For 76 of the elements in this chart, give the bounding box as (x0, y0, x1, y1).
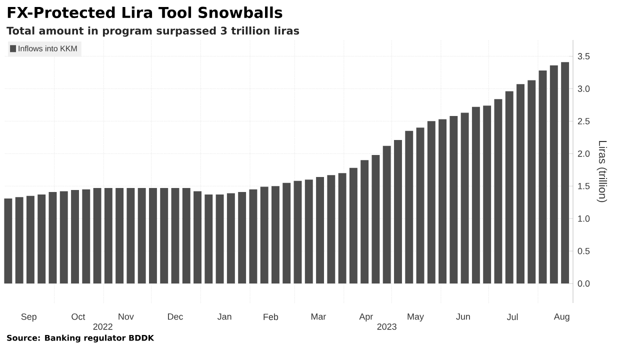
chart-subtitle: Total amount in program surpassed 3 trillion liras (6, 26, 300, 37)
y-tick-label: 0.0 (578, 280, 590, 287)
bar (472, 106, 480, 284)
bar (561, 62, 570, 284)
x-tick-label: Aug (554, 313, 570, 322)
bar (516, 84, 524, 284)
bar (216, 194, 224, 284)
bar (138, 188, 146, 284)
bar (82, 189, 90, 284)
bar (60, 191, 68, 284)
y-tick-label: 0.5 (578, 248, 590, 254)
x-tick-label: Jul (506, 313, 518, 320)
bar (450, 116, 458, 284)
bar (116, 188, 124, 284)
bar (460, 112, 469, 284)
x-tick-label: Apr (359, 313, 374, 322)
bar (126, 188, 135, 284)
bar (282, 182, 291, 284)
y-tick-label: 1.0 (578, 215, 590, 222)
bar (204, 194, 213, 284)
bar (171, 188, 180, 284)
x-tick-label: Jan (217, 313, 232, 320)
bar (327, 175, 336, 284)
y-tick-label: 3.5 (578, 53, 590, 60)
bar (226, 193, 235, 284)
x-tick-label: Sep (21, 313, 36, 322)
bar (272, 186, 280, 284)
bar (494, 99, 502, 284)
bar (182, 188, 190, 284)
bar (427, 121, 436, 284)
bar (394, 140, 402, 284)
x-tick-label: Nov (118, 313, 134, 320)
x-tick-label: Feb (264, 313, 278, 320)
bar (48, 192, 57, 284)
y-tick-label: 2.5 (578, 118, 590, 124)
bar (360, 160, 369, 284)
bar (294, 180, 302, 284)
bar (93, 188, 102, 284)
bar (405, 130, 414, 284)
y-axis-title: Liras (trillion) (596, 141, 608, 202)
bar (316, 177, 324, 284)
bar (249, 189, 258, 284)
bar (238, 192, 246, 284)
x-tick-label: Jun (456, 313, 470, 320)
y-tick-label: 2.0 (578, 150, 590, 157)
bar (505, 91, 514, 284)
bar (382, 146, 391, 284)
x-tick-label: Dec (168, 313, 183, 320)
bar (15, 197, 24, 284)
chart-title: FX-Protected Lira Tool Snowballs (8, 6, 282, 18)
bar (160, 188, 168, 284)
bar (4, 198, 12, 284)
bar (194, 191, 202, 284)
bar (349, 168, 358, 284)
bar (528, 80, 536, 284)
bar (26, 196, 34, 284)
x-tick-label: May (408, 313, 424, 322)
bar (438, 119, 447, 284)
bar (71, 190, 79, 284)
bar (148, 188, 157, 284)
bar (483, 106, 492, 284)
text: 2023 (377, 323, 396, 330)
bar (538, 70, 547, 284)
bar (338, 173, 346, 284)
bar (416, 128, 424, 284)
text: 2022 (93, 323, 112, 330)
bar (260, 186, 268, 284)
bar (104, 188, 112, 284)
x-tick-label: Mar (311, 313, 326, 320)
bar (550, 65, 558, 284)
y-tick-label: 1.5 (578, 182, 590, 190)
y-tick-label: 3.0 (578, 86, 590, 92)
x-tick-label: Oct (72, 313, 86, 320)
bar (372, 154, 380, 284)
bar (304, 180, 313, 284)
bar (38, 194, 46, 284)
